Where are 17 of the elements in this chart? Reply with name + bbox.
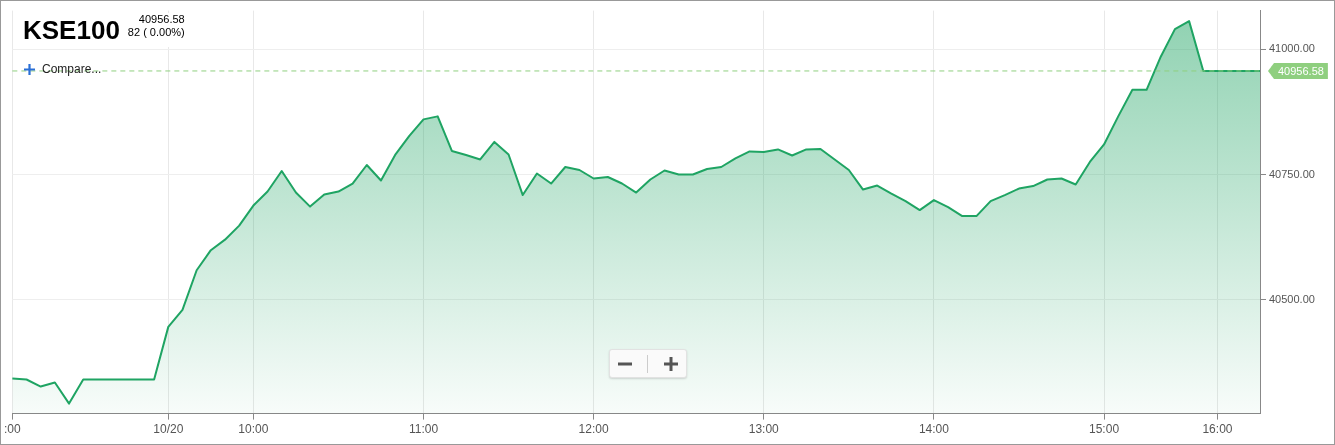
y-tick-label: 41000.00	[1269, 42, 1315, 55]
annotation: Compare...	[42, 62, 102, 76]
x-tick-label: 12:00	[578, 422, 609, 437]
x-tick-label: 10:00	[238, 422, 269, 437]
x-tick-label: 13:00	[748, 422, 780, 437]
x-tick-label: 14:00	[918, 422, 950, 437]
y-tick-label: 40500.00	[1269, 292, 1315, 305]
annotation: 82 ( 0.00%)	[127, 26, 185, 39]
x-tick-label: 11:00	[408, 422, 439, 437]
x-tick-label: 16:00	[1202, 422, 1233, 437]
chart-subtitle: 40956.58	[137, 13, 185, 26]
ref-line-label: 40956.58	[1278, 64, 1324, 77]
y-tick-label: 40750.00	[1269, 167, 1315, 180]
x-tick-label: :00	[4, 422, 21, 437]
x-tick-label: 15:00	[1089, 422, 1120, 437]
x-tick-label: 10/20	[153, 422, 184, 437]
chart-title: KSE100	[23, 14, 120, 47]
